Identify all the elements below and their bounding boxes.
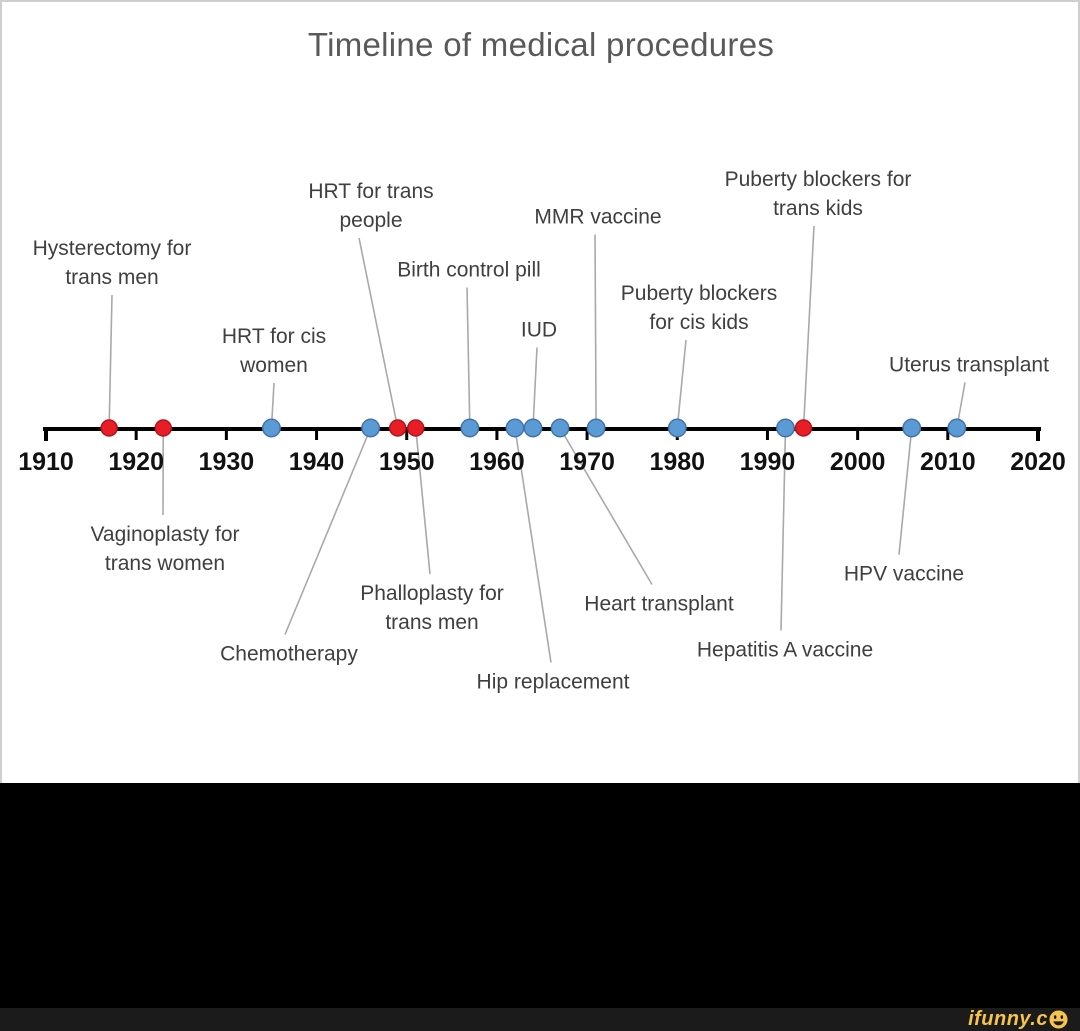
watermark-text: ifunny.c bbox=[968, 1008, 1048, 1030]
event-label-hpv-vaccine: HPV vaccine bbox=[844, 563, 964, 586]
event-label-mmr-vaccine: MMR vaccine bbox=[534, 206, 661, 229]
ifunny-watermark: ifunny.c bbox=[968, 1008, 1068, 1031]
leader-line-puberty-blockers-for-cis-kids bbox=[676, 339, 687, 429]
leader-line-hepatitis-a-vaccine bbox=[780, 427, 787, 631]
event-dot-hrt-for-trans-people bbox=[388, 419, 407, 437]
event-label-heart-transplant: Heart transplant bbox=[584, 593, 734, 616]
tick-label-1920: 1920 bbox=[108, 448, 164, 476]
event-dot-hrt-for-cis-women bbox=[262, 418, 281, 438]
tick-label-1940: 1940 bbox=[289, 448, 345, 476]
tick-label-1960: 1960 bbox=[469, 448, 525, 476]
event-dot-hepatitis-a-vaccine bbox=[776, 418, 795, 438]
event-dot-hysterectomy-for-trans-men bbox=[100, 419, 118, 437]
event-label-hrt-for-trans-people: HRT for trans people bbox=[308, 180, 433, 232]
tick-label-1990: 1990 bbox=[740, 448, 796, 476]
event-dot-phalloplasty-for-trans-men bbox=[406, 419, 425, 437]
smiley-icon bbox=[1049, 1010, 1068, 1029]
event-dot-mmr-vaccine bbox=[586, 418, 606, 438]
event-dot-puberty-blockers-for-cis-kids bbox=[667, 418, 687, 438]
event-dot-puberty-blockers-for-trans-kids bbox=[794, 419, 813, 437]
tick-label-1980: 1980 bbox=[649, 448, 705, 476]
leader-line-hrt-for-trans-people bbox=[358, 237, 399, 429]
timeline-chart: Timeline of medical procedures 1910 1920 1… bbox=[0, 0, 1080, 783]
event-label-puberty-blockers-for-cis-kids: Puberty blockers for cis kids bbox=[621, 282, 777, 334]
event-label-hrt-for-cis-women: HRT for cis women bbox=[222, 325, 326, 377]
tick-label-1930: 1930 bbox=[199, 448, 255, 476]
event-dot-birth-control-pill bbox=[460, 418, 480, 438]
event-label-phalloplasty-for-trans-men: Phalloplasty for trans men bbox=[360, 582, 504, 634]
tick-label-1970: 1970 bbox=[559, 448, 615, 476]
event-label-birth-control-pill: Birth control pill bbox=[397, 259, 541, 282]
chart-title: Timeline of medical procedures bbox=[307, 26, 775, 63]
tick-label-2020: 2020 bbox=[1010, 448, 1066, 476]
leader-line-hip-replacement bbox=[514, 427, 552, 663]
caption-bar: Penicillin is more recent than gender af… bbox=[0, 783, 1080, 1031]
leader-line-birth-control-pill bbox=[466, 287, 471, 429]
event-label-puberty-blockers-for-trans-kids: Puberty blockers for trans kids bbox=[725, 168, 912, 220]
tick-label-2010: 2010 bbox=[920, 448, 976, 476]
event-dot-vaginoplasty-for-trans-women bbox=[154, 419, 172, 437]
leader-line-hysterectomy-for-trans-men bbox=[108, 294, 113, 429]
event-label-hip-replacement: Hip replacement bbox=[477, 671, 630, 694]
tick-label-1910: 1910 bbox=[18, 448, 74, 476]
event-label-hepatitis-a-vaccine: Hepatitis A vaccine bbox=[697, 639, 873, 662]
event-dot-iud bbox=[523, 418, 543, 438]
event-dot-hip-replacement bbox=[505, 418, 525, 438]
leader-line-chemotherapy bbox=[284, 427, 372, 635]
leader-line-mmr-vaccine bbox=[594, 234, 597, 429]
event-dot-hpv-vaccine bbox=[902, 418, 922, 438]
leader-line-hpv-vaccine bbox=[898, 427, 913, 555]
tick-label-1950: 1950 bbox=[379, 448, 435, 476]
event-dot-chemotherapy bbox=[361, 418, 381, 438]
event-label-uterus-transplant: Uterus transplant bbox=[889, 354, 1049, 377]
tick-label-2000: 2000 bbox=[830, 448, 886, 476]
timeline-plot: 1910 1920 1930 1940 1950 1960 1970 1980 1990 2000… bbox=[18, 168, 1066, 694]
event-label-chemotherapy: Chemotherapy bbox=[220, 643, 358, 666]
leader-line-puberty-blockers-for-trans-kids bbox=[802, 225, 815, 429]
event-dot-heart-transplant bbox=[550, 418, 570, 438]
event-dot-uterus-transplant bbox=[947, 418, 967, 438]
event-label-vaginoplasty-for-trans-women: Vaginoplasty for trans women bbox=[90, 523, 239, 575]
leader-line-phalloplasty-for-trans-men bbox=[414, 427, 431, 575]
event-label-iud: IUD bbox=[521, 319, 557, 342]
event-label-hysterectomy-for-trans-men: Hysterectomy for trans men bbox=[33, 237, 192, 289]
leader-line-iud bbox=[532, 347, 538, 429]
leader-line-heart-transplant bbox=[559, 427, 653, 585]
watermark-strip: ifunny.c bbox=[0, 1008, 1080, 1031]
